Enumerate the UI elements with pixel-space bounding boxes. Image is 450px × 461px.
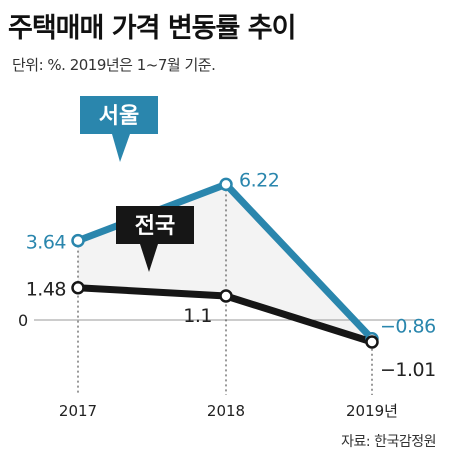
x-axis-ticks: 2017 2018 2019년	[59, 402, 398, 420]
data-label-national: 1.48	[26, 279, 66, 301]
legend-box-national	[116, 206, 194, 244]
data-label-seoul: −0.86	[380, 316, 436, 338]
point-national	[219, 289, 233, 303]
legend-label-national: 전국	[135, 214, 175, 239]
chart-subtitle: 단위: %. 2019년은 1~7월 기준.	[12, 56, 216, 74]
data-label-seoul: 3.64	[26, 232, 67, 254]
x-tick-label: 2017	[59, 402, 97, 420]
source-note: 자료: 한국감정원	[341, 434, 436, 450]
data-label-national: −1.01	[380, 359, 436, 381]
chart-title: 주택매매 가격 변동률 추이	[8, 13, 296, 44]
point-national	[71, 280, 85, 295]
legend-tail-national	[140, 244, 158, 272]
point-seoul	[219, 177, 233, 192]
point-seoul	[71, 233, 85, 248]
legend-label-seoul: 서울	[99, 104, 139, 129]
zero-tick-label: 0	[18, 311, 28, 330]
legend-tail-seoul	[112, 134, 130, 162]
data-label-seoul: 6.22	[239, 169, 279, 191]
legend-box-seoul	[80, 96, 158, 134]
data-labels: 3.64 6.22 −0.86 1.48 1.1 −1.01	[26, 169, 437, 381]
data-label-national: 1.1	[183, 305, 212, 327]
x-tick-label: 2019년	[346, 402, 398, 420]
x-tick-label: 2018	[207, 402, 245, 420]
point-national	[365, 335, 379, 349]
